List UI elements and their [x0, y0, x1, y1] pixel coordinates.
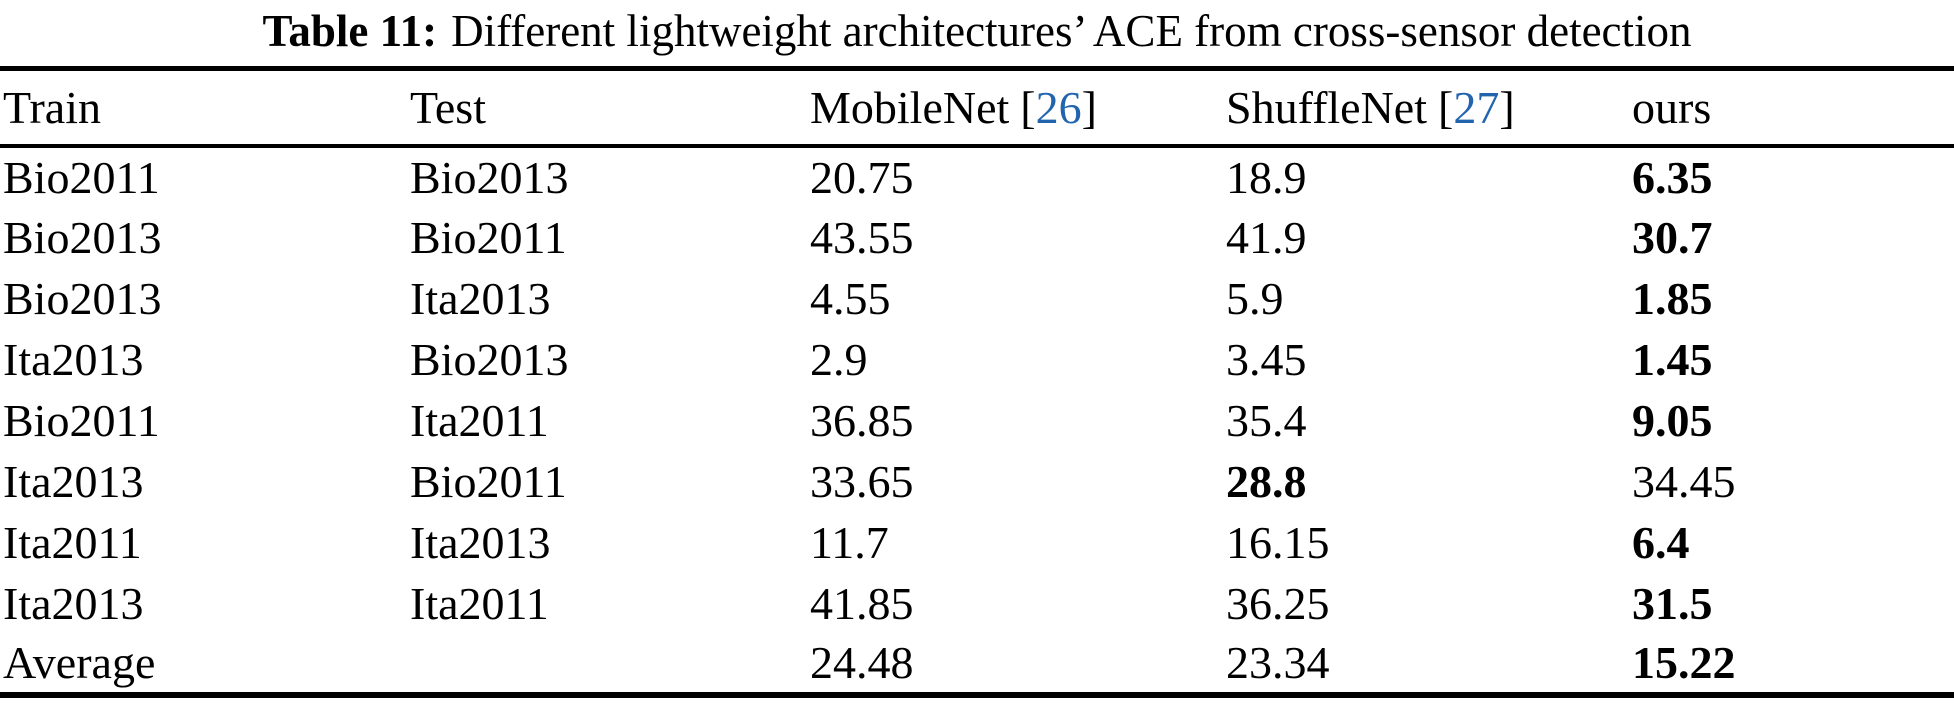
cell-test: Ita2013: [410, 516, 551, 568]
cell-train: Average: [3, 637, 156, 688]
col-header-ours-label: ours: [1632, 81, 1712, 133]
col-header-shufflenet-label: ShuffleNet: [1226, 81, 1428, 133]
cell-mobilenet: 11.7: [810, 516, 889, 568]
cell-ours: 34.45: [1632, 455, 1736, 507]
cell-ours: 6.4: [1632, 516, 1690, 568]
cell-train: Ita2011: [3, 516, 142, 568]
table-row: Bio2013 Bio2011 43.55 41.9 30.7: [0, 207, 1954, 268]
cell-test: Bio2013: [410, 151, 569, 203]
cell-test: Bio2011: [410, 455, 567, 507]
col-header-mobilenet-label: MobileNet: [810, 81, 1010, 133]
citation-link-27[interactable]: 27: [1453, 81, 1500, 133]
cell-shufflenet: 41.9: [1226, 211, 1307, 263]
col-header-train-label: Train: [3, 81, 101, 133]
cell-ours: 1.45: [1632, 333, 1713, 385]
col-header-shufflenet: ShuffleNet [27]: [1226, 68, 1632, 148]
col-header-train: Train: [0, 68, 410, 148]
table-row: Bio2013 Ita2013 4.55 5.9 1.85: [0, 268, 1954, 329]
col-header-mobilenet: MobileNet [26]: [810, 68, 1226, 148]
cell-test: Ita2013: [410, 272, 551, 324]
citation-bracket-open: [: [1438, 81, 1454, 133]
col-header-test-label: Test: [410, 81, 486, 133]
cell-train: Ita2013: [3, 333, 144, 385]
cell-train: Bio2011: [3, 394, 160, 446]
cell-ours: 6.35: [1632, 151, 1713, 203]
col-header-test: Test: [410, 68, 810, 148]
citation-bracket-open: [: [1020, 81, 1036, 133]
cell-test: Ita2011: [410, 577, 549, 629]
cell-mobilenet: 43.55: [810, 211, 914, 263]
citation-bracket-close: ]: [1081, 81, 1097, 133]
citation-link-26[interactable]: 26: [1035, 81, 1082, 133]
cell-shufflenet: 35.4: [1226, 394, 1307, 446]
cell-shufflenet: 36.25: [1226, 577, 1330, 629]
cell-test: [410, 634, 810, 695]
table-caption-text: Different lightweight architectures’ ACE…: [451, 6, 1692, 56]
header-row: Train Test MobileNet [26] ShuffleNet [27] …: [0, 68, 1954, 148]
table-caption: Table 11: Different lightweight architect…: [0, 2, 1954, 60]
cell-train: Bio2013: [3, 211, 162, 263]
col-header-ours: ours: [1632, 68, 1954, 148]
cell-train: Ita2013: [3, 577, 144, 629]
table-row: Average 24.48 23.34 15.22: [0, 634, 1954, 695]
cell-test: Bio2013: [410, 333, 569, 385]
cell-shufflenet: 23.34: [1226, 637, 1330, 688]
results-table: Train Test MobileNet [26] ShuffleNet [27] …: [0, 66, 1954, 698]
cell-mobilenet: 33.65: [810, 455, 914, 507]
table-row: Bio2011 Ita2011 36.85 35.4 9.05: [0, 390, 1954, 451]
cell-shufflenet: 28.8: [1226, 455, 1307, 507]
cell-ours: 1.85: [1632, 272, 1713, 324]
table-row: Ita2013 Bio2011 33.65 28.8 34.45: [0, 451, 1954, 512]
cell-ours: 15.22: [1632, 637, 1736, 688]
cell-shufflenet: 5.9: [1226, 272, 1284, 324]
cell-mobilenet: 41.85: [810, 577, 914, 629]
cell-ours: 31.5: [1632, 577, 1713, 629]
cell-shufflenet: 16.15: [1226, 516, 1330, 568]
table-row: Ita2013 Bio2013 2.9 3.45 1.45: [0, 329, 1954, 390]
table-row: Bio2011 Bio2013 20.75 18.9 6.35: [0, 146, 1954, 207]
cell-test: Ita2011: [410, 394, 549, 446]
table-caption-label: Table 11:: [262, 6, 438, 56]
cell-mobilenet: 36.85: [810, 394, 914, 446]
citation-bracket-close: ]: [1499, 81, 1515, 133]
cell-mobilenet: 20.75: [810, 151, 914, 203]
table-row: Ita2013 Ita2011 41.85 36.25 31.5: [0, 573, 1954, 634]
cell-ours: 9.05: [1632, 394, 1713, 446]
cell-mobilenet: 4.55: [810, 272, 891, 324]
cell-test: Bio2011: [410, 211, 567, 263]
table-row: Ita2011 Ita2013 11.7 16.15 6.4: [0, 512, 1954, 573]
cell-train: Ita2013: [3, 455, 144, 507]
cell-train: Bio2013: [3, 272, 162, 324]
cell-mobilenet: 2.9: [810, 333, 868, 385]
cell-train: Bio2011: [3, 151, 160, 203]
cell-shufflenet: 3.45: [1226, 333, 1307, 385]
cell-ours: 30.7: [1632, 211, 1713, 263]
cell-shufflenet: 18.9: [1226, 151, 1307, 203]
cell-mobilenet: 24.48: [810, 637, 914, 688]
